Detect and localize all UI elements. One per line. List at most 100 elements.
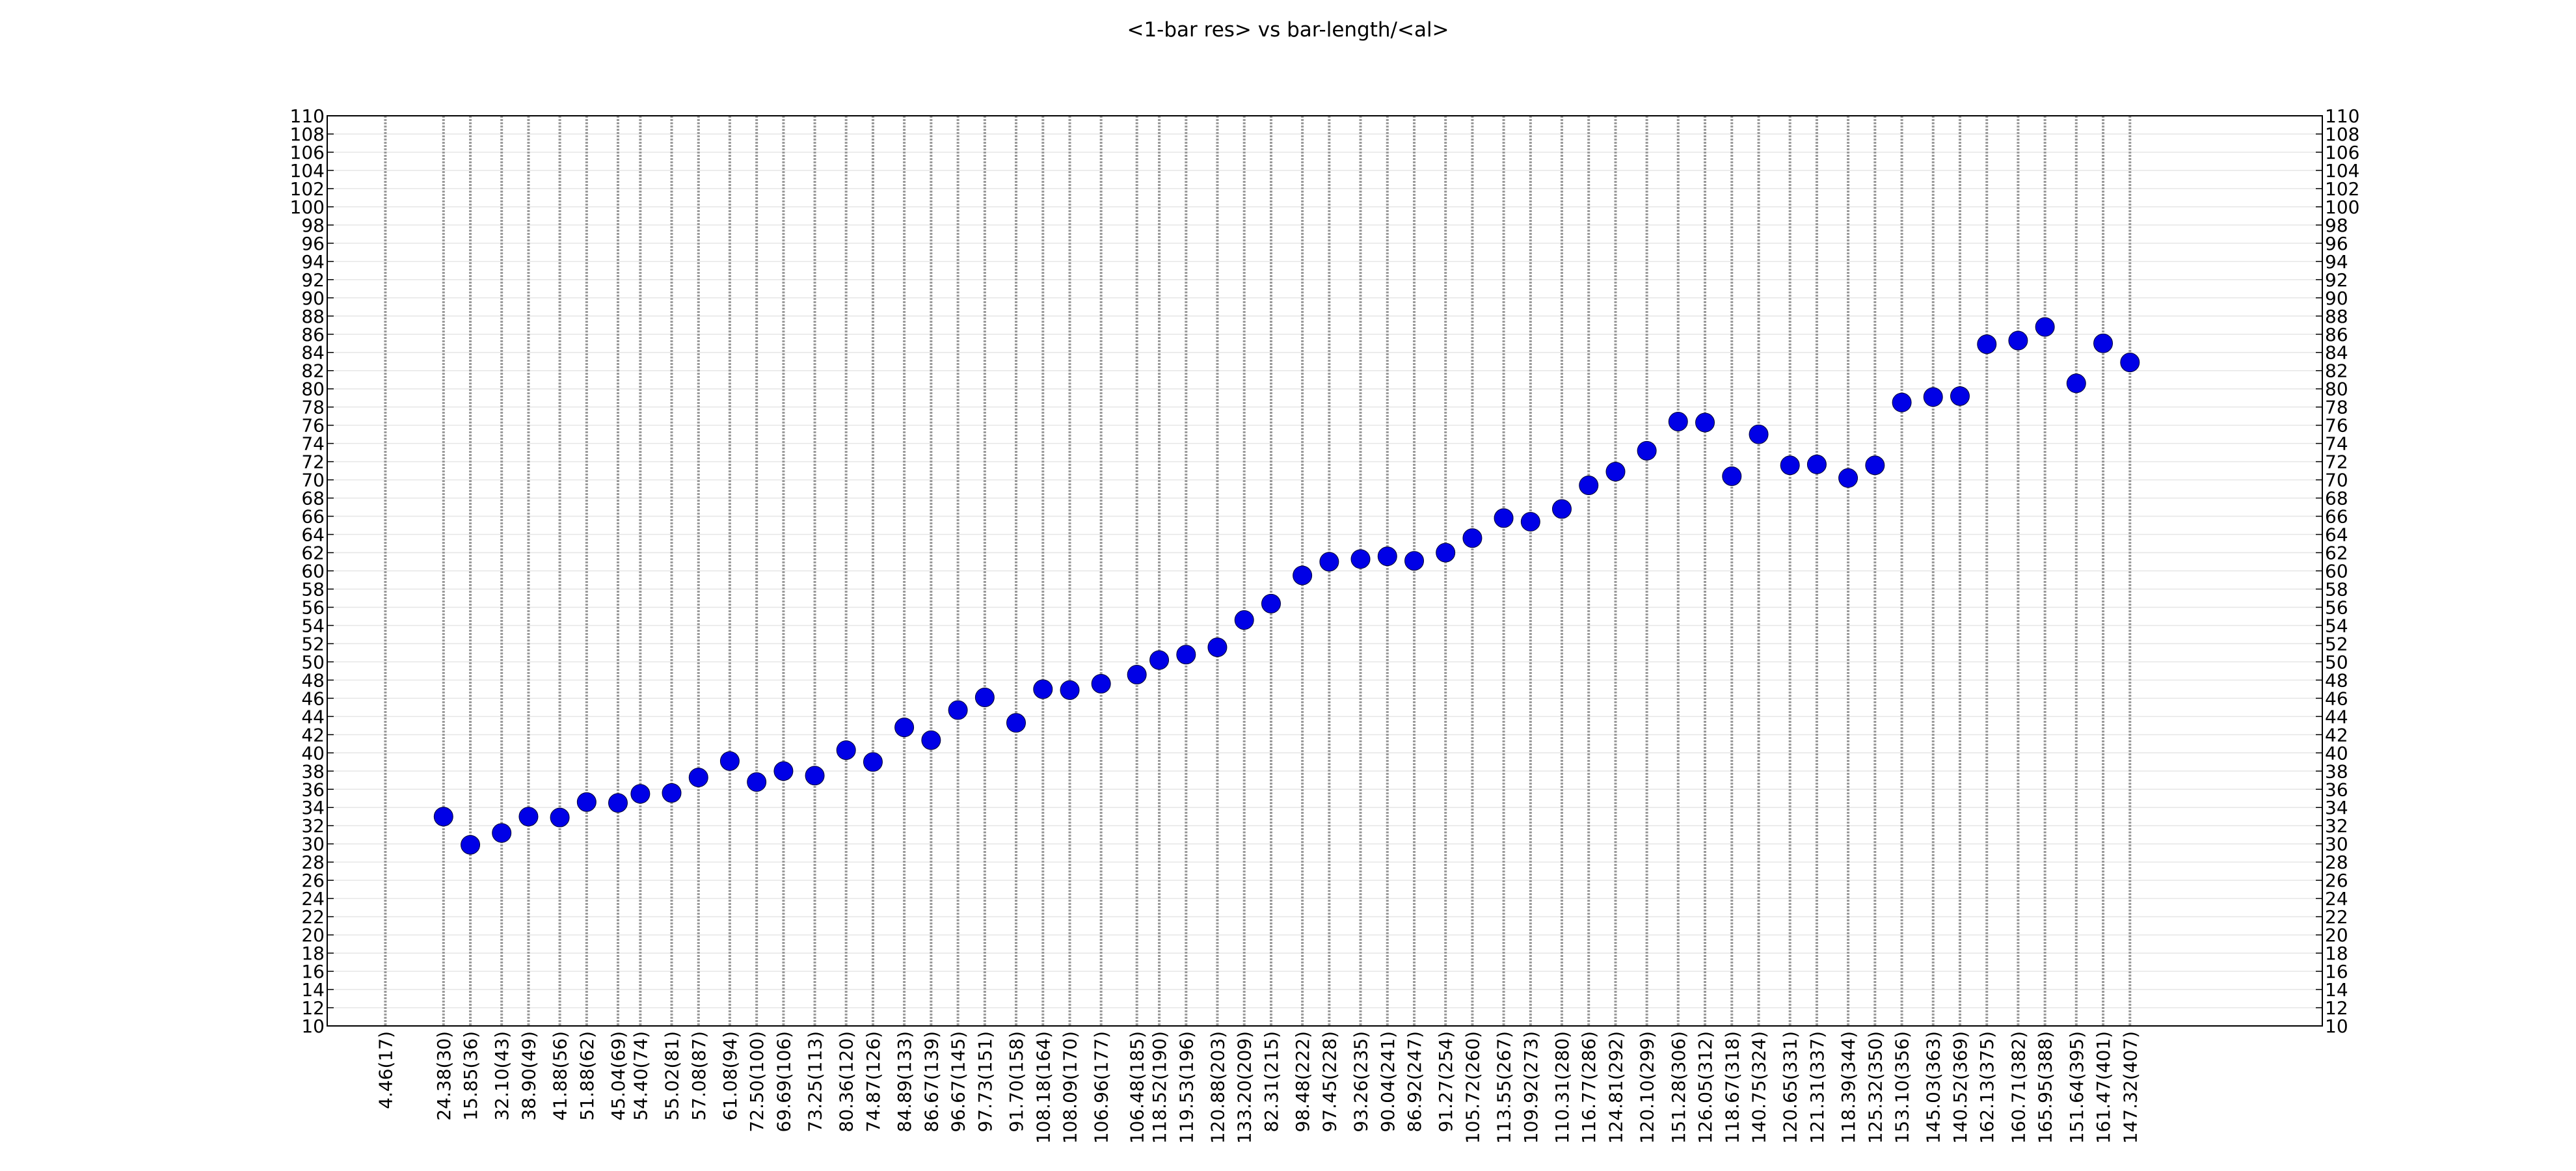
y-tick-label: 14 [2325,979,2348,1001]
y-tick-label: 56 [2325,597,2348,618]
y-tick-label: 66 [2325,506,2348,528]
x-tick-label: 140.75(324) [1749,1031,1770,1144]
x-tick-label: 41.88(56) [550,1031,571,1121]
y-tick-label: 110 [2325,105,2359,127]
y-tick-label: 56 [301,597,325,618]
data-point [1006,713,1026,733]
data-point [773,761,794,781]
data-point [1977,334,1997,355]
y-tick-label: 50 [301,651,325,673]
x-tick-label: 74.87(126) [863,1031,884,1132]
y-tick-label: 96 [2325,233,2348,254]
data-points [433,317,2140,855]
data-point [1637,440,1657,461]
y-tick-label: 86 [2325,324,2348,345]
x-tick-label: 45.04(69) [608,1031,629,1121]
y-tick-label: 42 [301,724,325,746]
x-tick-label: 140.52(369) [1950,1031,1971,1144]
x-tick-label: 118.39(344) [1838,1031,1859,1144]
data-point [688,768,708,788]
x-tick-label: 108.18(164) [1032,1031,1054,1144]
y-tick-label: 26 [2325,870,2348,891]
y-tick-label: 22 [301,906,325,928]
x-tick-label: 119.53(196) [1175,1031,1197,1144]
y-tick-label: 22 [2325,906,2348,928]
data-point [2066,373,2086,394]
x-tick-label: 4.46(17) [375,1031,396,1109]
left-y-axis: 1012141618202224262830323436384042444648… [290,105,334,1037]
data-point [1695,412,1715,433]
y-tick-label: 46 [2325,688,2348,709]
y-tick-label: 40 [301,742,325,764]
x-tick-label: 96.67(145) [948,1031,969,1132]
data-point [2008,330,2028,351]
y-tick-label: 76 [2325,415,2348,437]
data-point [2093,333,2113,353]
y-tick-label: 100 [290,196,325,218]
data-point [747,772,767,792]
y-tick-label: 30 [2325,833,2348,855]
y-tick-label: 100 [2325,196,2359,218]
data-point [1149,650,1170,670]
data-point [974,687,995,707]
y-tick-label: 106 [290,142,325,163]
y-tick-label: 54 [301,615,325,636]
data-point [1293,565,1313,586]
data-point [1350,549,1371,569]
y-tick-label: 86 [301,324,325,345]
x-tick-label: 97.45(228) [1319,1031,1340,1132]
y-tick-label: 96 [301,233,325,254]
data-point [1494,508,1514,528]
y-tick-label: 80 [301,379,325,400]
x-axis: 4.46(17) 24.38(30) 15.85(36) 32.10(43) 38.90… [375,1031,2141,1144]
x-tick-label: 98.48(222) [1292,1031,1313,1132]
data-point [1579,475,1599,495]
x-tick-label: 54.40(74) [630,1031,651,1121]
y-tick-label: 12 [301,997,325,1019]
data-point [1436,543,1456,563]
y-tick-label: 18 [2325,943,2348,964]
x-tick-label: 90.04(241) [1377,1031,1399,1132]
y-tick-label: 34 [2325,797,2348,818]
y-tick-label: 92 [2325,269,2348,291]
x-tick-label: 120.88(203) [1207,1031,1228,1144]
x-tick-label: 120.10(299) [1637,1031,1658,1144]
right-y-axis: 1012141618202224262830323436384042444648… [2316,105,2359,1037]
x-tick-label: 93.26(235) [1350,1031,1372,1132]
x-tick-label: 32.10(43) [491,1031,513,1121]
data-point [1605,462,1626,482]
y-tick-label: 44 [2325,706,2348,727]
x-tick-label: 113.55(267) [1494,1031,1515,1144]
y-tick-label: 50 [2325,651,2348,673]
x-tick-label: 105.72(260) [1462,1031,1483,1144]
y-tick-label: 58 [301,578,325,600]
y-tick-label: 38 [2325,760,2348,782]
y-tick-label: 92 [301,269,325,291]
y-tick-label: 88 [301,306,325,327]
x-tick-label: 108.09(170) [1060,1031,1081,1144]
x-tick-label: 109.92(273) [1520,1031,1542,1144]
x-tick-label: 121.31(337) [1806,1031,1828,1144]
x-tick-label: 133.20(209) [1234,1031,1255,1144]
data-point [1207,638,1228,658]
horizontal-gridlines [327,115,2322,1027]
data-point [719,751,740,771]
y-tick-label: 62 [301,543,325,564]
data-point [1749,424,1769,444]
y-tick-label: 26 [301,870,325,891]
y-tick-label: 24 [301,888,325,909]
x-tick-label: 91.27(254) [1435,1031,1456,1132]
y-tick-label: 10 [301,1016,325,1037]
y-tick-label: 32 [301,815,325,837]
x-tick-label: 151.64(395) [2066,1031,2087,1144]
x-tick-label: 69.69(106) [773,1031,794,1132]
category-lines [384,116,2132,1026]
data-point [518,807,539,827]
x-tick-label: 84.89(133) [894,1031,915,1132]
data-point [1234,610,1254,630]
y-tick-label: 70 [301,470,325,491]
y-tick-label: 32 [2325,815,2348,837]
data-point [1176,645,1196,665]
data-point [492,823,512,843]
